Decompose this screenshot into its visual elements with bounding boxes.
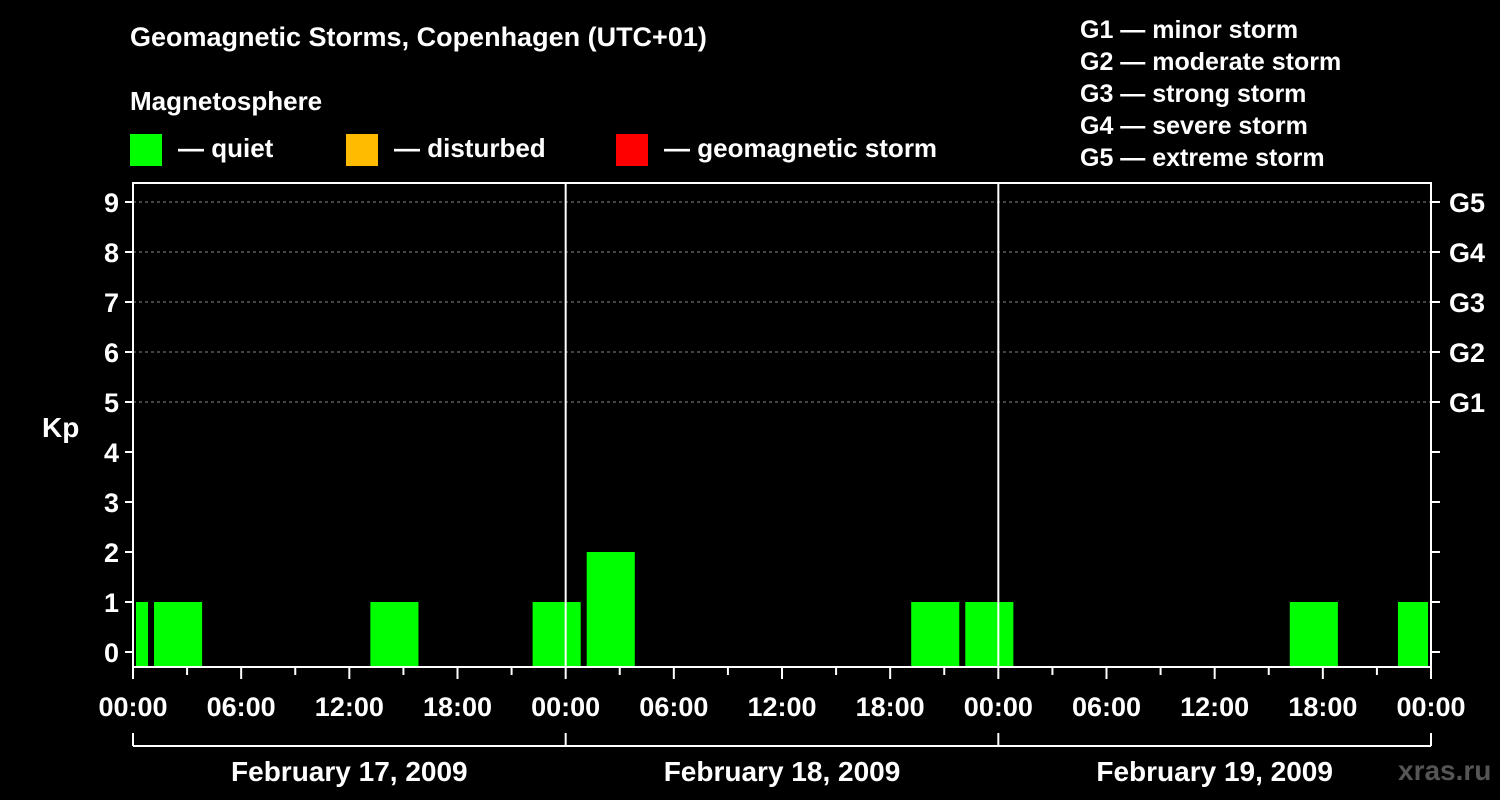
kp-bar-8 (1398, 602, 1428, 667)
kp-bar-2 (370, 602, 418, 667)
kp-bar-3 (533, 602, 581, 667)
kp-bar-4 (587, 552, 635, 667)
x-tick-label-7: 18:00 (856, 692, 925, 722)
right-axis-label-g5: G5 (1449, 188, 1485, 218)
y-tick-label-3: 3 (104, 488, 119, 518)
watermark: xras.ru (1398, 755, 1491, 787)
y-tick-label-9: 9 (104, 188, 119, 218)
kp-bar-5 (911, 602, 959, 667)
y-tick-label-4: 4 (104, 438, 119, 468)
right-axis-label-g2: G2 (1449, 338, 1485, 368)
y-tick-label-7: 7 (104, 288, 119, 318)
day-label-2: February 19, 2009 (1096, 756, 1333, 787)
x-tick-label-12: 00:00 (1396, 692, 1465, 722)
x-tick-label-11: 18:00 (1288, 692, 1357, 722)
x-tick-label-5: 06:00 (639, 692, 708, 722)
y-tick-label-2: 2 (104, 538, 119, 568)
y-tick-label-1: 1 (104, 588, 119, 618)
y-tick-label-6: 6 (104, 338, 119, 368)
x-tick-label-2: 12:00 (315, 692, 384, 722)
right-axis-label-g1: G1 (1449, 388, 1485, 418)
x-tick-label-4: 00:00 (531, 692, 600, 722)
kp-chart: 0 1 2 3 4 5 6 7 8 9 G1 G2 G3 G4 G5 00:00 06:00 12:00 18:00… (0, 0, 1500, 800)
x-tick-label-6: 12:00 (747, 692, 816, 722)
x-tick-label-3: 18:00 (423, 692, 492, 722)
kp-bar-0 (136, 602, 148, 667)
x-tick-label-9: 06:00 (1072, 692, 1141, 722)
x-tick-label-8: 00:00 (964, 692, 1033, 722)
kp-bar-6 (965, 602, 1013, 667)
day-label-1: February 18, 2009 (664, 756, 901, 787)
kp-bar-1 (154, 602, 202, 667)
plot-frame (133, 183, 1431, 667)
y-tick-label-8: 8 (104, 238, 119, 268)
x-tick-label-10: 12:00 (1180, 692, 1249, 722)
day-label-0: February 17, 2009 (231, 756, 468, 787)
right-axis-label-g4: G4 (1449, 238, 1485, 268)
y-tick-label-0: 0 (104, 638, 119, 668)
y-tick-label-5: 5 (104, 388, 119, 418)
kp-bar-7 (1290, 602, 1338, 667)
right-axis-label-g3: G3 (1449, 288, 1485, 318)
x-tick-label-1: 06:00 (207, 692, 276, 722)
x-tick-label-0: 00:00 (98, 692, 167, 722)
